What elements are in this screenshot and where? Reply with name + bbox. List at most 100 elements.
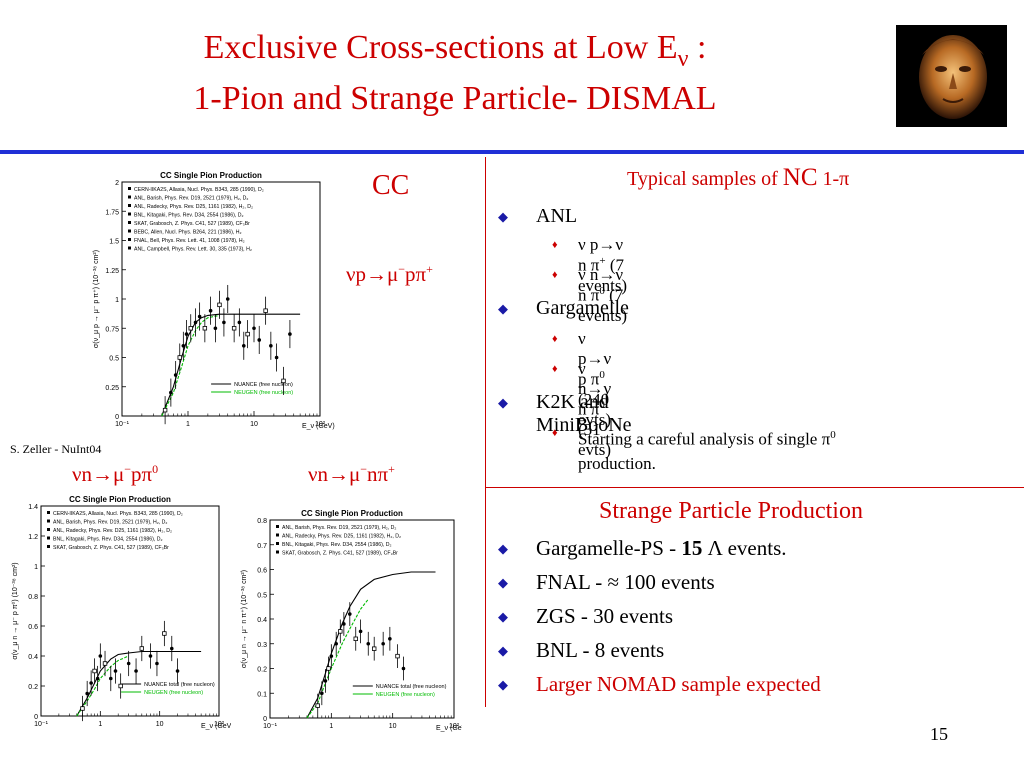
legend-entry: SKAT, Grabosch, Z. Phys. C41, 527 (1989)… xyxy=(282,551,398,557)
data-point xyxy=(85,691,89,696)
x-tick-label: 1 xyxy=(186,421,190,428)
y-tick-label: 0.5 xyxy=(109,356,119,363)
y-tick-label: 0.1 xyxy=(257,691,267,698)
legend-marker xyxy=(128,204,131,207)
reaction-label-main: νp→μ−pπ+ xyxy=(346,262,433,286)
data-point xyxy=(366,641,371,646)
data-point xyxy=(372,646,377,651)
reaction-label-right: νn→μ−nπ+ xyxy=(308,462,395,486)
plot-left-svg: CC Single Pion Production 0 0.2 0.4 0.6 0.8 1 1… xyxy=(11,495,231,730)
x-tick-label: 10² xyxy=(449,723,460,730)
y-axis-label: σ(ν_μ n → μ⁻ n π⁺) (10⁻³⁸ cm²) xyxy=(241,570,248,668)
data-point xyxy=(162,407,168,413)
data-point xyxy=(126,661,131,666)
legend-marker xyxy=(128,187,131,190)
x-axis-label: E_ν (GeV) xyxy=(302,423,335,430)
data-point xyxy=(334,641,338,646)
data-point xyxy=(177,355,182,360)
title-colon: : xyxy=(688,29,707,66)
data-point xyxy=(155,661,159,666)
x-tick-label: 10⁻¹ xyxy=(34,721,48,728)
y-tick-label: 0.25 xyxy=(105,385,119,392)
data-point xyxy=(169,390,173,395)
y-tick-label: 0.8 xyxy=(257,518,267,525)
y-tick-label: 0 xyxy=(263,716,267,723)
legend-marker xyxy=(276,542,279,545)
model-curve xyxy=(76,650,202,717)
header-rule xyxy=(0,150,1024,154)
section-divider xyxy=(485,487,1024,488)
legend-entry: ANL, Radecky, Phys. Rev. D25, 1161 (1982… xyxy=(53,528,172,534)
legend-entry: BNL, Kitagaki, Phys. Rev. D34, 2554 (198… xyxy=(282,542,391,548)
x-tick-label: 10 xyxy=(250,421,258,428)
data-point xyxy=(193,320,198,325)
diamond-bullet-icon: ♦ xyxy=(552,363,558,375)
legend-entry: FNAL, Bell, Phys. Rev. Lett. 41, 1008 (1… xyxy=(134,238,245,244)
y-tick-label: 0.75 xyxy=(105,326,119,333)
data-point xyxy=(323,679,328,683)
data-point xyxy=(80,706,85,711)
data-point xyxy=(225,297,230,301)
data-point xyxy=(401,666,406,671)
data-point xyxy=(175,669,180,673)
plot-right: CC Single Pion Production 0 0.1 0.2 0.3 0.4 0.… xyxy=(236,508,462,740)
title-text: Exclusive Cross-sections at Low E xyxy=(203,29,678,66)
data-point xyxy=(89,681,93,685)
legend-marker xyxy=(128,238,131,241)
data-point xyxy=(320,691,324,696)
data-point xyxy=(197,314,202,319)
data-point xyxy=(252,326,256,331)
legend-entry: ANL, Radecky, Phys. Rev. D25, 1161 (1982… xyxy=(282,534,401,540)
diamond-bullet-icon: ◆ xyxy=(498,575,508,590)
diamond-bullet-icon: ◆ xyxy=(498,677,508,692)
legend-entry: BNL, Kitagaki, Phys. Rev. D34, 2554 (198… xyxy=(53,537,162,543)
plot-right-svg: CC Single Pion Production 0 0.1 0.2 0.3 0.4 0.… xyxy=(241,509,462,732)
legend-entry: ANL, Barish, Phys. Rev. D19, 2521 (1979)… xyxy=(282,525,396,531)
data-point xyxy=(95,676,100,681)
reaction-label-left: νn→μ−pπ0 xyxy=(72,462,159,486)
data-point xyxy=(208,308,213,313)
plot-frame xyxy=(40,505,220,717)
column-divider xyxy=(485,157,486,707)
credit-note: S. Zeller - NuInt04 xyxy=(10,442,102,456)
model-legend-entry: NUANCE (free nucleon) xyxy=(234,382,293,388)
data-point xyxy=(358,629,363,634)
data-point xyxy=(347,612,352,616)
y-tick-label: 0.5 xyxy=(257,592,267,599)
data-point xyxy=(217,302,222,308)
data-point xyxy=(342,622,346,626)
legend-marker xyxy=(47,519,50,523)
legend-marker xyxy=(128,212,131,216)
y-tick-label: 1.4 xyxy=(28,504,38,511)
x-tick-label: 10⁻¹ xyxy=(263,723,277,730)
legend-marker xyxy=(128,195,131,199)
diamond-bullet-icon: ♦ xyxy=(552,333,558,345)
data-point xyxy=(108,676,113,681)
data-point xyxy=(113,669,118,673)
legend-entry: CERN-IIKA2S, Allasia, Nucl. Phys. B343, … xyxy=(134,187,264,193)
nc-heading: Typical samples of NC 1-π xyxy=(627,164,850,191)
legend-marker xyxy=(128,229,131,233)
x-tick-label: 10 xyxy=(389,723,397,730)
data-point xyxy=(92,668,97,674)
data-point xyxy=(202,326,208,331)
data-point xyxy=(388,637,392,641)
legend-marker xyxy=(128,221,131,224)
y-tick-label: 0.6 xyxy=(28,624,38,631)
title-line-2: 1-Pion and Strange Particle- DISMAL xyxy=(193,79,717,117)
y-tick-label: 0.3 xyxy=(257,642,267,649)
x-tick-label: 1 xyxy=(98,721,102,728)
data-point xyxy=(231,326,237,331)
data-point xyxy=(98,654,103,658)
title-nu-symbol: ν xyxy=(677,45,689,72)
diamond-bullet-icon: ♦ xyxy=(552,427,558,439)
data-point xyxy=(102,661,108,666)
legend-entry: BEBC, Allen, Nucl. Phys. B264, 221 (1986… xyxy=(134,230,242,236)
chart-title: CC Single Pion Production xyxy=(160,171,262,180)
legend-entry: ANL, Barish, Phys. Rev. D19, 2521 (1979)… xyxy=(53,520,167,526)
legend-entry: BNL, Kitagaki, Phys. Rev. D34, 2554 (198… xyxy=(134,213,243,219)
model-legend-entry: NEUGEN (free nucleon) xyxy=(144,690,203,696)
data-point xyxy=(381,641,385,646)
data-point xyxy=(237,320,242,325)
plot-main: CC Single Pion Production 0 0.25 0.5 0.75 1 1.… xyxy=(60,168,342,444)
